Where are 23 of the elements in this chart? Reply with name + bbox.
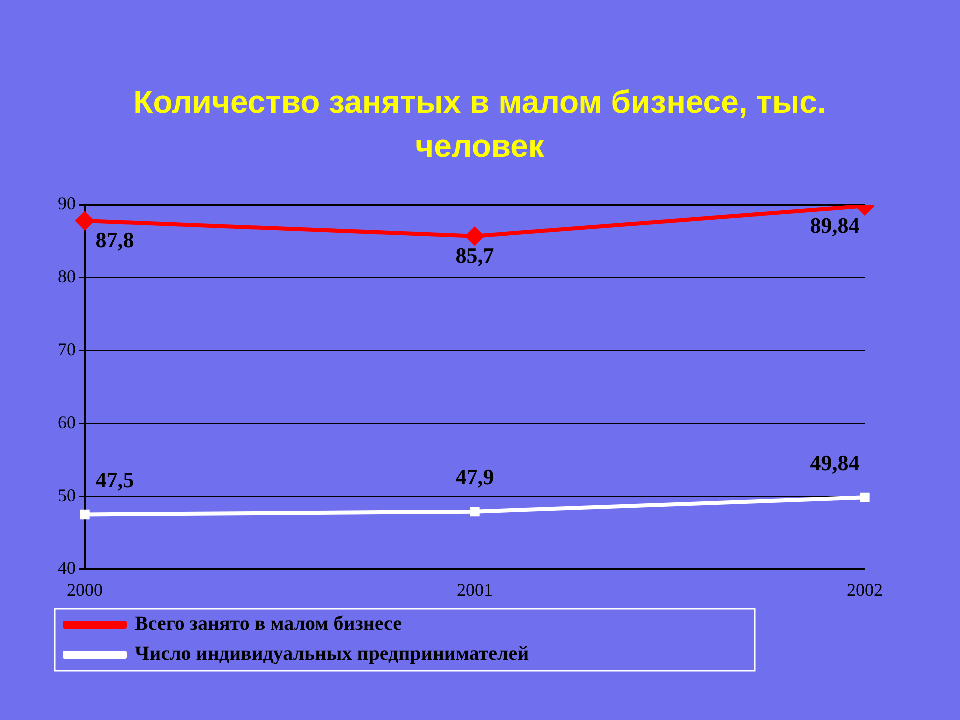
y-tick-label: 70 xyxy=(58,339,76,360)
legend-label: Всего занято в малом бизнесе xyxy=(135,613,402,636)
point xyxy=(466,227,484,246)
text: 49,84 xyxy=(810,450,860,476)
text: 47,9 xyxy=(456,464,494,490)
point xyxy=(76,212,94,230)
text: 89,84 xyxy=(810,212,860,238)
text: 87,8 xyxy=(96,228,134,253)
legend-label: Число индивидуальных предпринимателей xyxy=(135,643,530,666)
y-tick-label: 90 xyxy=(58,194,76,214)
text: 47,5 xyxy=(96,467,134,492)
point xyxy=(80,510,90,520)
y-tick-label: 50 xyxy=(58,485,76,506)
x-tick-label: 2001 xyxy=(457,580,493,600)
chart-title: Количество занятых в малом бизнесе, тыс. человек xyxy=(132,83,828,166)
x-tick-label: 2002 xyxy=(847,580,883,600)
y-tick-label: 40 xyxy=(58,558,76,578)
text: 85,7 xyxy=(456,243,494,268)
x-tick-label: 2000 xyxy=(67,580,103,600)
y-tick-label: 60 xyxy=(58,412,76,432)
point xyxy=(860,492,870,503)
point xyxy=(470,506,480,517)
y-tick-label: 80 xyxy=(58,266,76,287)
